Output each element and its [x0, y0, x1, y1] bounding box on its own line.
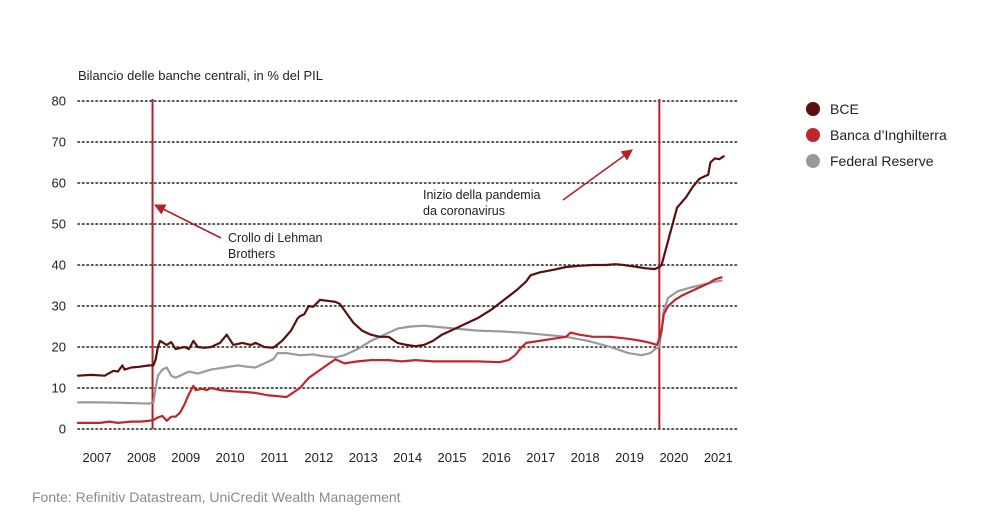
x-tick-label: 2018: [571, 450, 600, 465]
y-tick-label: 20: [52, 340, 66, 355]
series-lines: [76, 155, 725, 424]
y-tick-label: 0: [59, 422, 66, 437]
y-tick-label: 30: [52, 299, 66, 314]
legend: BCE Banca d’Inghilterra Federal Reserve: [806, 96, 947, 174]
x-tick-label: 2011: [261, 450, 289, 465]
event-lines: [151, 99, 661, 429]
lehman-arrow: [153, 204, 222, 239]
x-tick-label: 2017: [526, 450, 555, 465]
x-axis-ticks: 2007 2008 2009 2010 2011 2012 2013 2014 2015 2016…: [83, 450, 733, 465]
legend-label-fed: Federal Reserve: [830, 153, 934, 169]
y-tick-label: 70: [52, 135, 66, 150]
x-tick-label: 2021: [704, 450, 733, 465]
chart-title: Bilancio delle banche centrali, in % del…: [78, 68, 323, 83]
x-tick-label: 2010: [216, 450, 245, 465]
series-line-2: [76, 279, 723, 405]
y-tick-label: 60: [52, 176, 66, 191]
pandemic-label-line: da coronavirus: [423, 204, 505, 218]
x-tick-label: 2007: [83, 450, 112, 465]
y-tick-label: 10: [52, 381, 66, 396]
legend-swatch-boe: [806, 128, 820, 142]
legend-item-bce: BCE: [806, 96, 947, 122]
lehman-label-line: Crollo di Lehman: [228, 231, 323, 245]
lehman-label-line: Brothers: [228, 247, 275, 261]
legend-item-boe: Banca d’Inghilterra: [806, 122, 947, 148]
x-tick-label: 2019: [615, 450, 644, 465]
x-tick-label: 2020: [659, 450, 688, 465]
x-tick-label: 2012: [304, 450, 333, 465]
y-tick-label: 50: [52, 217, 66, 232]
x-tick-label: 2008: [127, 450, 156, 465]
grid: [77, 100, 738, 430]
legend-item-fed: Federal Reserve: [806, 148, 947, 174]
series-line-1: [76, 276, 723, 424]
x-tick-label: 2014: [393, 450, 422, 465]
x-tick-label: 2009: [171, 450, 200, 465]
legend-label-boe: Banca d’Inghilterra: [830, 127, 947, 143]
y-tick-label: 80: [52, 94, 66, 109]
legend-swatch-fed: [806, 154, 820, 168]
x-tick-label: 2015: [438, 450, 467, 465]
legend-swatch-bce: [806, 102, 820, 116]
annotations: Crollo di Lehman Brothers Inizio della pan…: [153, 149, 633, 261]
source-note: Fonte: Refinitiv Datastream, UniCredit W…: [32, 489, 401, 505]
legend-label-bce: BCE: [830, 101, 859, 117]
pandemic-label-line: Inizio della pandemia: [423, 188, 540, 202]
y-tick-label: 40: [52, 258, 66, 273]
pandemic-arrow: [562, 149, 633, 201]
x-tick-label: 2013: [349, 450, 378, 465]
x-tick-label: 2016: [482, 450, 511, 465]
series-line-0: [76, 155, 725, 377]
y-axis-ticks: 0 10 20 30 40 50 60 70 80: [52, 94, 66, 437]
